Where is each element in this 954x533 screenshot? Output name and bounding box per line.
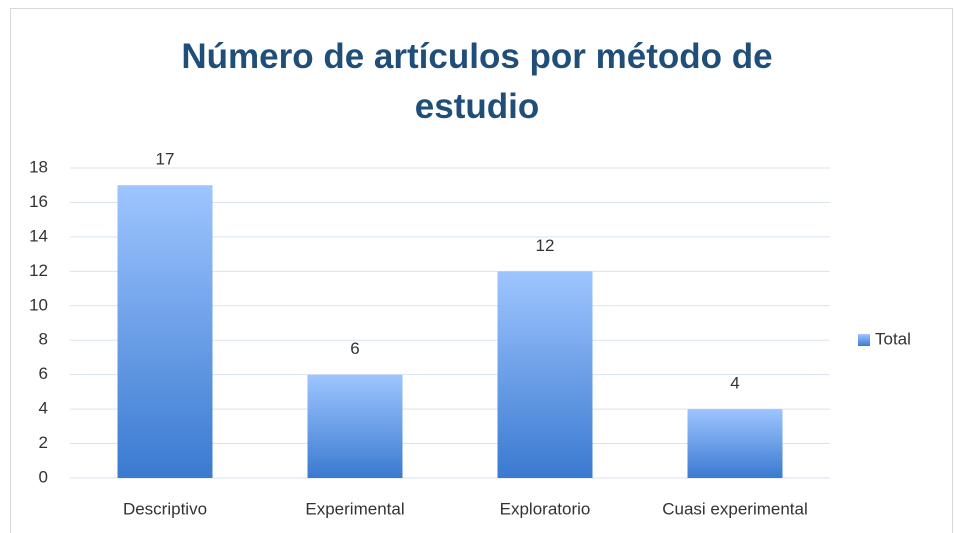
x-tick-label: Exploratorio: [500, 499, 591, 518]
bar: [307, 374, 403, 478]
bar: [117, 185, 213, 478]
y-tick-label: 14: [29, 226, 48, 245]
y-tick-label: 8: [39, 330, 48, 349]
bar: [687, 409, 783, 478]
data-label: 6: [350, 339, 359, 358]
data-label: 12: [536, 236, 555, 255]
data-label: 4: [730, 374, 739, 393]
chart-border: [10, 8, 953, 533]
data-label: 17: [156, 150, 175, 169]
y-tick-label: 6: [39, 364, 48, 383]
chart-title: Número de artículos por método de estudi…: [181, 37, 773, 126]
y-tick-label: 16: [29, 192, 48, 211]
x-tick-label: Descriptivo: [123, 499, 207, 518]
legend-label: Total: [875, 329, 911, 348]
y-tick-label: 18: [29, 157, 48, 176]
y-tick-label: 2: [39, 433, 48, 452]
y-tick-label: 4: [39, 399, 48, 418]
x-tick-label: Cuasi experimental: [662, 499, 808, 518]
legend-swatch: [858, 334, 870, 346]
y-tick-label: 0: [39, 467, 48, 486]
y-tick-label: 10: [29, 295, 48, 314]
bar: [497, 271, 593, 478]
y-tick-label: 12: [29, 261, 48, 280]
x-tick-label: Experimental: [305, 499, 404, 518]
